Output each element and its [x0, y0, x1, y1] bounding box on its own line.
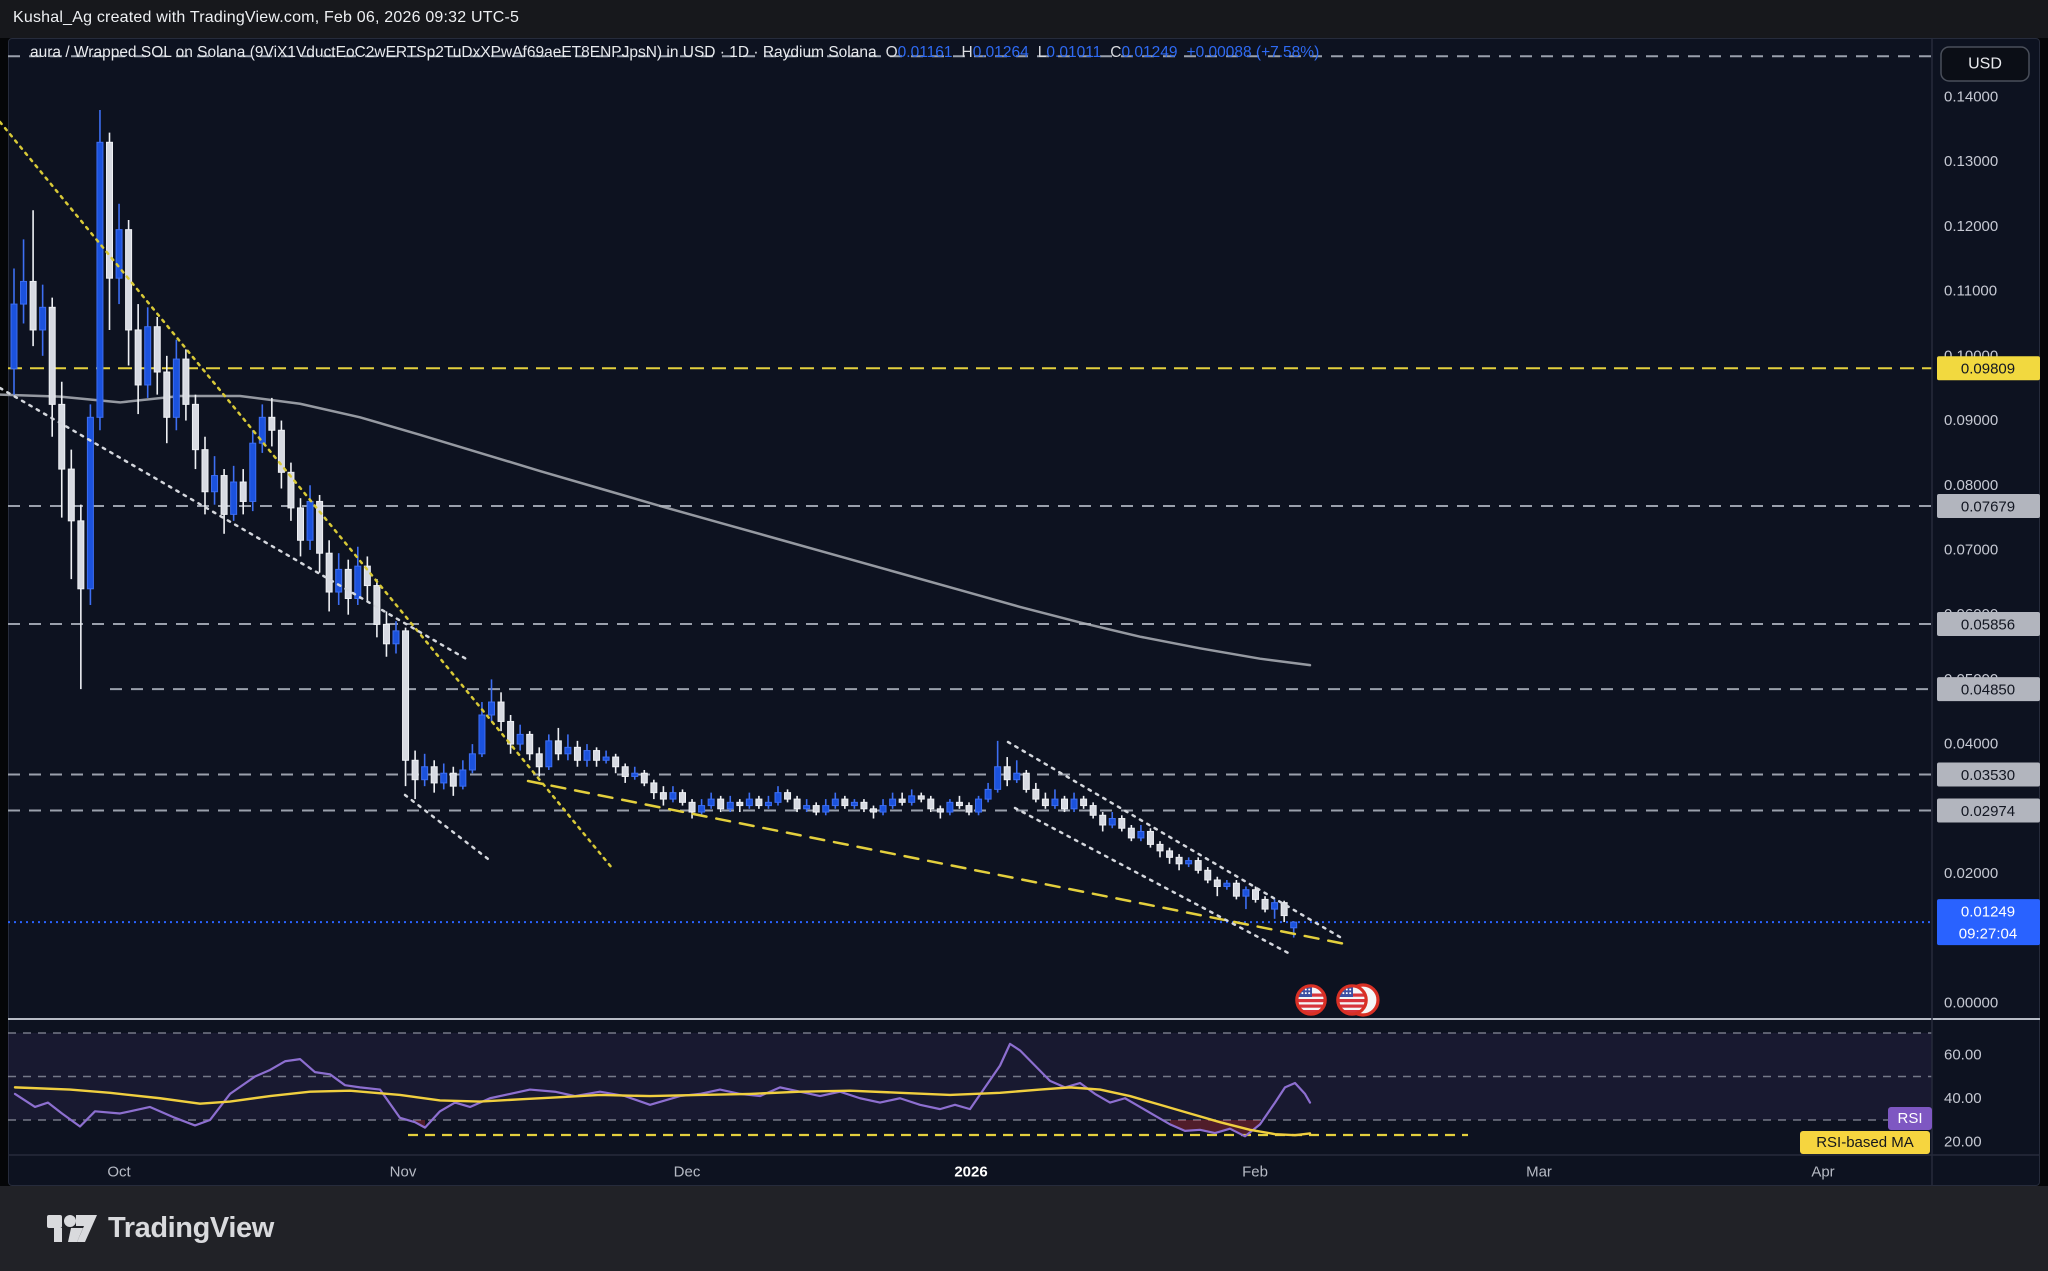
close-value: 0.01249 — [1121, 44, 1178, 61]
open-value: 0.01161 — [897, 44, 953, 61]
rsi-ma-indicator-badge[interactable]: RSI-based MA — [1800, 1131, 1930, 1154]
symbol-title[interactable]: aura / Wrapped SOL on Solana (9ViX1Vduct… — [30, 44, 877, 61]
rsi-indicator-badge[interactable]: RSI — [1888, 1107, 1932, 1130]
close-label: C — [1110, 44, 1122, 61]
high-label: H — [961, 44, 973, 61]
change-value: +0.00088 (+7.58%) — [1186, 44, 1320, 61]
footer-bar: TradingView — [0, 1186, 2048, 1271]
open-label: O — [885, 44, 898, 61]
attribution-text: Kushal_Ag created with TradingView.com, … — [13, 9, 520, 26]
high-value: 0.01264 — [972, 44, 1029, 61]
low-label: L — [1037, 44, 1047, 61]
tradingview-brand-text[interactable]: TradingView — [108, 1212, 274, 1244]
chart-widget — [8, 38, 2040, 1186]
symbol-title-row: aura / Wrapped SOL on Solana (9ViX1Vduct… — [30, 44, 1319, 64]
attribution-bar: Kushal_Ag created with TradingView.com, … — [0, 0, 2048, 38]
low-value: 0.01011 — [1046, 44, 1102, 61]
tradingview-logo-icon — [47, 1215, 97, 1242]
